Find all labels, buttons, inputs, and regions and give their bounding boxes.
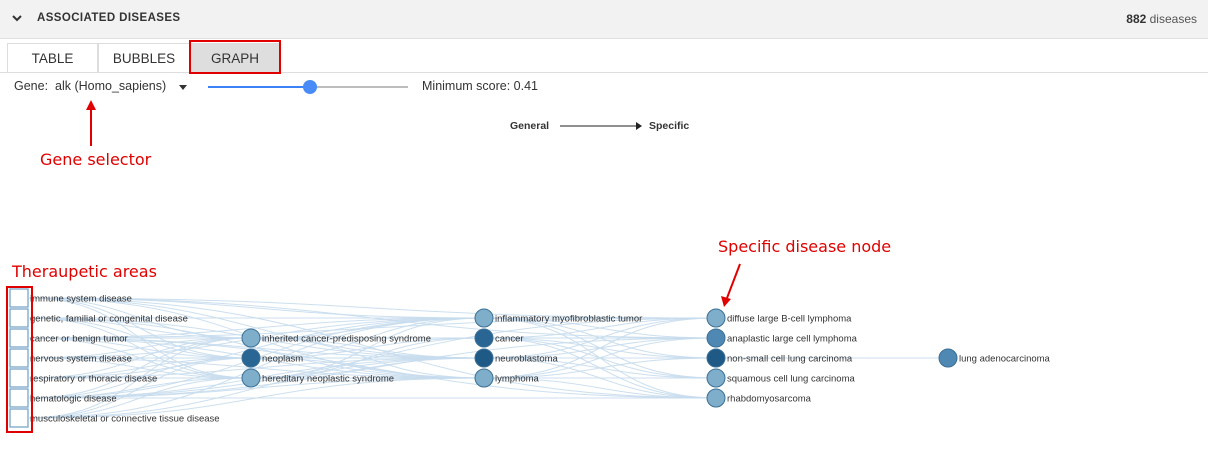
graph-edge bbox=[28, 297, 717, 339]
area-label-nervous-system-disease: nervous system disease bbox=[30, 354, 132, 365]
annotation-specific-node: Specific disease node bbox=[718, 237, 892, 256]
disease-label-inflammatory-myofibroblastic-tumor: inflammatory myofibroblastic tumor bbox=[495, 314, 642, 325]
annotation-arrow-node-head bbox=[721, 296, 731, 307]
area-label-respiratory-or-thoracic-disease: respiratory or thoracic disease bbox=[30, 374, 157, 385]
area-label-cancer-or-benign-tumor: cancer or benign tumor bbox=[30, 334, 128, 345]
disease-node-lymphoma[interactable] bbox=[474, 368, 494, 388]
gene-selector[interactable]: alk (Homo_sapiens) bbox=[55, 79, 167, 93]
graph-edge bbox=[28, 317, 717, 399]
caret-down-icon[interactable] bbox=[179, 85, 187, 90]
gene-label: Gene: bbox=[14, 79, 49, 93]
minimum-score-label: Minimum score: 0.41 bbox=[422, 79, 539, 93]
disease-count: 882 diseases bbox=[1126, 12, 1197, 26]
direction-arrow-head bbox=[636, 122, 642, 130]
disease-node-non-small-cell-lung-carcinoma[interactable] bbox=[706, 348, 726, 368]
area-checkbox-hematologic-disease[interactable] bbox=[9, 388, 29, 408]
disease-label-squamous-cell-lung-carcinoma: squamous cell lung carcinoma bbox=[727, 374, 856, 385]
graph-edge bbox=[28, 357, 252, 419]
area-label-musculoskeletal-or-connective-tissue-disease: musculoskeletal or connective tissue dis… bbox=[30, 414, 220, 425]
area-checkbox-cancer-or-benign-tumor[interactable] bbox=[9, 328, 29, 348]
score-slider-fill bbox=[208, 86, 310, 88]
score-slider-thumb[interactable] bbox=[303, 80, 317, 94]
disease-node-inflammatory-myofibroblastic-tumor[interactable] bbox=[474, 308, 494, 328]
disease-label-anaplastic-large-cell-lymphoma: anaplastic large cell lymphoma bbox=[727, 334, 858, 345]
graph-edge bbox=[483, 337, 717, 379]
disease-node-neuroblastoma[interactable] bbox=[474, 348, 494, 368]
graph-edge bbox=[483, 317, 717, 379]
highlight-therapeutic-areas bbox=[6, 286, 33, 433]
tab-bubbles[interactable]: BUBBLES bbox=[98, 43, 190, 73]
area-label-genetic-familial-or-congenital-disease: genetic, familial or congenital disease bbox=[30, 314, 188, 325]
disease-node-neoplasm[interactable] bbox=[241, 348, 261, 368]
tabs-divider bbox=[0, 72, 1208, 73]
area-checkbox-respiratory-or-thoracic-disease[interactable] bbox=[9, 368, 29, 388]
disease-node-diffuse-large-b-cell-lymphoma[interactable] bbox=[706, 308, 726, 328]
disease-node-cancer[interactable] bbox=[474, 328, 494, 348]
disease-label-hereditary-neoplastic-syndrome: hereditary neoplastic syndrome bbox=[262, 374, 394, 385]
disease-label-lung-adenocarcinoma: lung adenocarcinoma bbox=[959, 354, 1051, 365]
graph-edge bbox=[250, 317, 485, 379]
disease-label-diffuse-large-b-cell-lymphoma: diffuse large B-cell lymphoma bbox=[727, 314, 852, 325]
disease-label-rhabdomyosarcoma: rhabdomyosarcoma bbox=[727, 394, 812, 405]
area-checkbox-nervous-system-disease[interactable] bbox=[9, 348, 29, 368]
disease-count-number: 882 bbox=[1126, 12, 1147, 26]
disease-node-rhabdomyosarcoma[interactable] bbox=[706, 388, 726, 408]
graph-edge bbox=[28, 357, 485, 419]
graph-edge bbox=[28, 317, 717, 339]
annotation-therapeutic-areas: Theraupetic areas bbox=[12, 262, 157, 281]
disease-node-hereditary-neoplastic-syndrome[interactable] bbox=[241, 368, 261, 388]
disease-label-neuroblastoma: neuroblastoma bbox=[495, 354, 559, 365]
graph-edge bbox=[28, 337, 717, 399]
disease-node-squamous-cell-lung-carcinoma[interactable] bbox=[706, 368, 726, 388]
graph-edge bbox=[28, 317, 485, 419]
annotation-gene-selector: Gene selector bbox=[40, 150, 152, 169]
graph-edges bbox=[28, 297, 948, 419]
section-title: ASSOCIATED DISEASES bbox=[37, 12, 181, 24]
disease-count-suffix: diseases bbox=[1146, 12, 1197, 26]
disease-label-inherited-cancer-predisposing-syndrome: inherited cancer-predisposing syndrome bbox=[262, 334, 431, 345]
chevron-down-icon[interactable] bbox=[12, 13, 22, 23]
area-checkbox-genetic-familial-or-congenital-disease[interactable] bbox=[9, 308, 29, 328]
area-checkbox-immune-system-disease[interactable] bbox=[9, 288, 29, 308]
graph-edge bbox=[28, 337, 252, 399]
graph-edge bbox=[28, 317, 485, 339]
disease-label-lymphoma: lymphoma bbox=[495, 374, 540, 385]
graph-edge bbox=[483, 357, 717, 379]
disease-node-anaplastic-large-cell-lymphoma[interactable] bbox=[706, 328, 726, 348]
disease-node-lung-adenocarcinoma[interactable] bbox=[938, 348, 958, 368]
disease-label-neoplasm: neoplasm bbox=[262, 354, 303, 365]
disease-label-cancer: cancer bbox=[495, 334, 524, 345]
area-checkbox-musculoskeletal-or-connective-tissue-disease[interactable] bbox=[9, 408, 29, 428]
score-slider[interactable] bbox=[208, 80, 408, 94]
disease-label-non-small-cell-lung-carcinoma: non-small cell lung carcinoma bbox=[727, 354, 853, 365]
graph-edge bbox=[28, 297, 717, 319]
annotation-arrow-node-line bbox=[726, 263, 741, 299]
section-header[interactable]: ASSOCIATED DISEASES 882 diseases bbox=[0, 0, 1208, 39]
highlight-graph-tab bbox=[189, 40, 281, 74]
specific-label: Specific bbox=[649, 120, 690, 132]
area-label-hematologic-disease: hematologic disease bbox=[30, 394, 117, 405]
graph-edge bbox=[28, 297, 717, 399]
tab-table[interactable]: TABLE bbox=[7, 43, 98, 73]
annotation-arrow-gene-head bbox=[86, 100, 96, 110]
area-label-immune-system-disease: immune system disease bbox=[30, 294, 132, 305]
general-label: General bbox=[510, 120, 550, 132]
disease-node-inherited-cancer-predisposing-syndrome[interactable] bbox=[241, 328, 261, 348]
graph-edge bbox=[250, 357, 485, 379]
